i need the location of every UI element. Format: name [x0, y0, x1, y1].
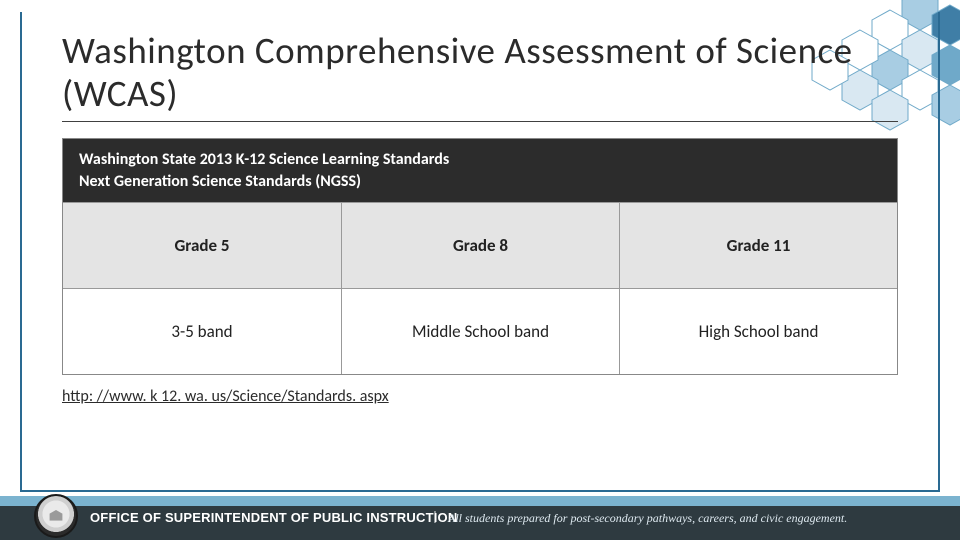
grade-cell-1: Grade 8	[341, 202, 619, 288]
state-seal-icon	[34, 494, 78, 538]
band-cell-2: High School band	[619, 288, 897, 374]
slide-title: Washington Comprehensive Assessment of S…	[62, 30, 898, 122]
footer-office-text: OFFICE OF SUPERINTENDENT OF PUBLIC INSTR…	[90, 510, 457, 525]
footer-stripe-light	[0, 496, 960, 506]
footer-divider: |	[432, 510, 438, 525]
band-cell-0: 3-5 band	[63, 288, 341, 374]
table-header-line1: Washington State 2013 K-12 Science Learn…	[79, 149, 881, 171]
footer-tagline: All students prepared for post-secondary…	[448, 511, 847, 526]
grade-cell-2: Grade 11	[619, 202, 897, 288]
table-header-line2: Next Generation Science Standards (NGSS)	[79, 171, 881, 193]
band-cell-1: Middle School band	[341, 288, 619, 374]
slide-frame: Washington Comprehensive Assessment of S…	[20, 12, 940, 492]
footer-bar: OFFICE OF SUPERINTENDENT OF PUBLIC INSTR…	[0, 496, 960, 540]
table-header: Washington State 2013 K-12 Science Learn…	[63, 139, 897, 202]
standards-link[interactable]: http: //www. k 12. wa. us/Science/Standa…	[62, 387, 389, 406]
grade-cell-0: Grade 5	[63, 202, 341, 288]
standards-table: Washington State 2013 K-12 Science Learn…	[62, 138, 898, 375]
